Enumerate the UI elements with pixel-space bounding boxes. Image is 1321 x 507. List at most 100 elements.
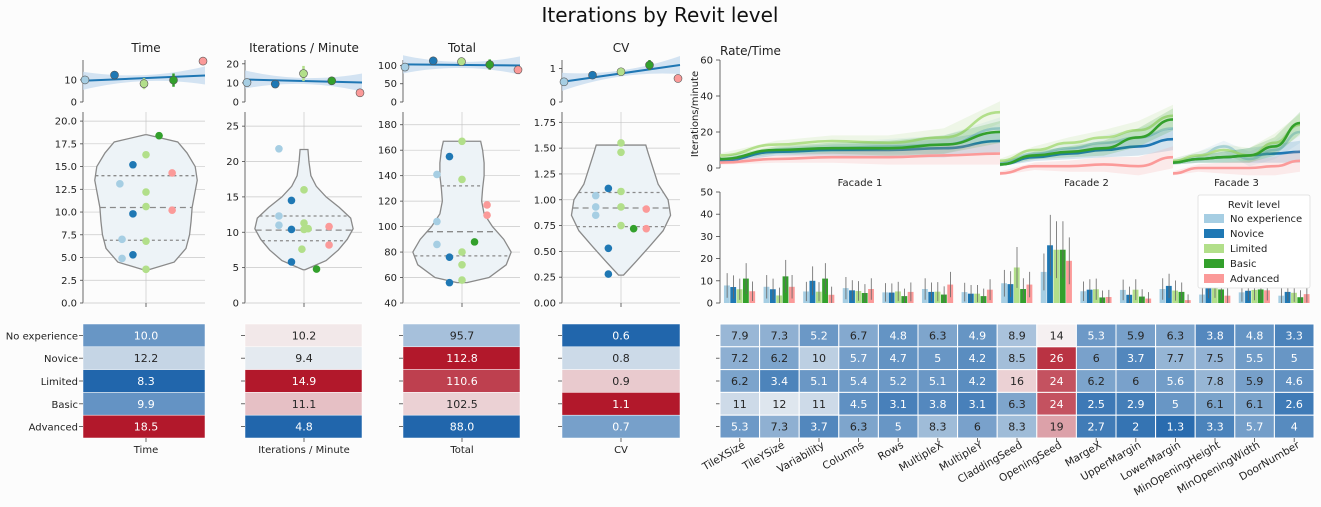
heat-ipm-cell-label: 11.1 [292, 398, 317, 411]
params-heat-cell-label: 5.7 [850, 352, 868, 365]
mean-time-point [198, 56, 208, 66]
mean-total-group: Total 0 50 100 40 60 80 100 120 140 160 180 95.7 112.… [378, 41, 523, 456]
heat-row-label: Limited [41, 377, 78, 388]
violin-total-ytick-label: 160 [378, 146, 397, 157]
violin-total-ytick-label: 40 [384, 299, 397, 310]
mean-cv-point [616, 67, 626, 77]
violin-cv-dot [604, 270, 613, 278]
params-heat-cell-label: 5.9 [1246, 375, 1264, 388]
legend-swatch [1204, 244, 1224, 253]
rate-time-series-line [999, 114, 1174, 163]
params-bar-ytick-label: 20 [700, 254, 713, 265]
params-heat-cell-label: 8.3 [1008, 421, 1026, 434]
legend-title: Revit level [1228, 200, 1280, 211]
violin-ipm-dot [275, 221, 283, 229]
violin-ipm-ytick-label: 20 [226, 157, 239, 168]
mean-time-point [139, 79, 149, 88]
params-heat-cell-label: 8.9 [1008, 329, 1026, 342]
heat-total-cell-label: 102.5 [446, 398, 478, 411]
violin-cv-dot [617, 187, 625, 196]
rate-time-band [1000, 146, 1173, 176]
heat-total-cell-label: 112.8 [446, 352, 478, 365]
rate-time-series-line [999, 137, 1174, 166]
params-heat-cell-label: 5.2 [889, 375, 907, 388]
violin-ipm-dot [275, 144, 283, 153]
params-heat-cell-label: 3.1 [969, 398, 987, 411]
violin-time-ytick-label: 2.5 [61, 276, 77, 287]
violin-cv-ytick-label: 1.25 [534, 169, 556, 180]
violin-total-dot [445, 253, 454, 261]
mean-total-point [400, 62, 410, 72]
params-heat-cell-label: 11 [733, 398, 747, 411]
mean-time-group: Time 0 10 0.0 2.5 5.0 7.5 10.0 12.5 15.0 17.5 20.0 1… [55, 41, 208, 456]
violin-time-dot [142, 202, 150, 211]
legend-swatch [1204, 274, 1224, 283]
violin-total-dot [458, 137, 466, 146]
params-heat-cell-label: 5 [1291, 352, 1298, 365]
params-heat-cell-label: 5.6 [1167, 375, 1185, 388]
heat-time-xlabel: Time [133, 445, 158, 456]
rate-time-series-line [999, 118, 1174, 166]
mean-time-point [80, 75, 90, 85]
violin-total-dot [433, 217, 441, 226]
violin-time-dot [118, 235, 126, 244]
violin-time-dot [142, 150, 150, 159]
violin-time-dot [129, 160, 137, 169]
mean-cv-title: CV [613, 41, 630, 55]
params-bar-ytick-label: 40 [700, 210, 713, 221]
mean-ipm-ytick-label: 0 [233, 98, 239, 109]
heat-time-cell-label: 9.9 [137, 398, 155, 411]
heat-ipm-cell-label: 4.8 [295, 421, 313, 434]
params-heat-cell-label: 4.7 [889, 352, 907, 365]
params-heat-cell-label: 6 [974, 421, 981, 434]
params-heat-cell-label: 7.9 [731, 329, 749, 342]
params-heat-cell-label: 6 [1132, 375, 1139, 388]
params-heat-cell-label: 8.5 [1008, 352, 1026, 365]
violin-total-dot [470, 238, 479, 246]
legend-label: Novice [1230, 229, 1264, 240]
rate-time-series-line [1172, 121, 1301, 164]
heat-row-label: Advanced [29, 423, 78, 434]
params-heat-cell-label: 3.3 [1206, 421, 1224, 434]
rate-time-ytick-label: 0 [707, 164, 713, 175]
violin-time-dot [116, 180, 124, 188]
violin-cv-ytick-label: 0.50 [534, 247, 556, 258]
violin-total-ytick-label: 80 [384, 248, 397, 259]
heat-ipm-cell-label: 10.2 [292, 329, 317, 342]
violin-time-ytick-label: 20.0 [55, 117, 77, 128]
params-heat-cell-label: 5.7 [1246, 421, 1264, 434]
violin-cv-dot [642, 205, 651, 213]
rate-time-ylabel: Iterations/minute [690, 71, 701, 157]
rate-time-series-line [719, 152, 1001, 164]
params-heat-cell-label: 10 [812, 352, 826, 365]
violin-total-dot [445, 152, 454, 161]
mean-cv-ytick-label: 1 [550, 64, 556, 75]
params-bar-ytick-label: 10 [700, 276, 713, 287]
params-heat-cell-label: 4.8 [889, 329, 907, 342]
violin-cv-dot [604, 184, 613, 193]
params-heat-cell-label: 7.3 [771, 421, 789, 434]
heat-cv-cell-label: 0.7 [612, 421, 630, 434]
rate-time-facet-label: Facade 1 [838, 178, 883, 189]
mean-ipm-title: Iterations / Minute [249, 41, 359, 55]
violin-total-ytick-label: 120 [378, 197, 397, 208]
rate-time-facet-label: Facade 3 [1214, 178, 1259, 189]
violin-ipm-dot [312, 265, 321, 273]
figure-panels: Time0100.02.55.07.510.012.515.017.520.01… [6, 41, 1315, 498]
params-heat-cell-label: 14 [1050, 329, 1064, 342]
params-heat-cell-label: 2.5 [1087, 398, 1105, 411]
params-heat-cell-label: 6.2 [1087, 375, 1105, 388]
violin-cv-ytick-label: 0.75 [534, 221, 556, 232]
heat-total-xlabel: Total [449, 445, 473, 456]
params-heat-cell-label: 12 [772, 398, 786, 411]
violin-cv-dot [617, 203, 625, 211]
params-heat-cell-label: 5 [1172, 398, 1179, 411]
violin-time-ytick-label: 10.0 [55, 208, 77, 219]
params-heat-cell-label: 8.3 [929, 421, 947, 434]
params-heat-cell-label: 7.5 [1206, 352, 1224, 365]
violin-total-dot [433, 170, 441, 179]
violin-total-dot [433, 240, 441, 249]
violin-ipm-dot [325, 241, 333, 249]
violin-cv-dot [591, 191, 600, 200]
mean-ipm-point [327, 76, 337, 86]
